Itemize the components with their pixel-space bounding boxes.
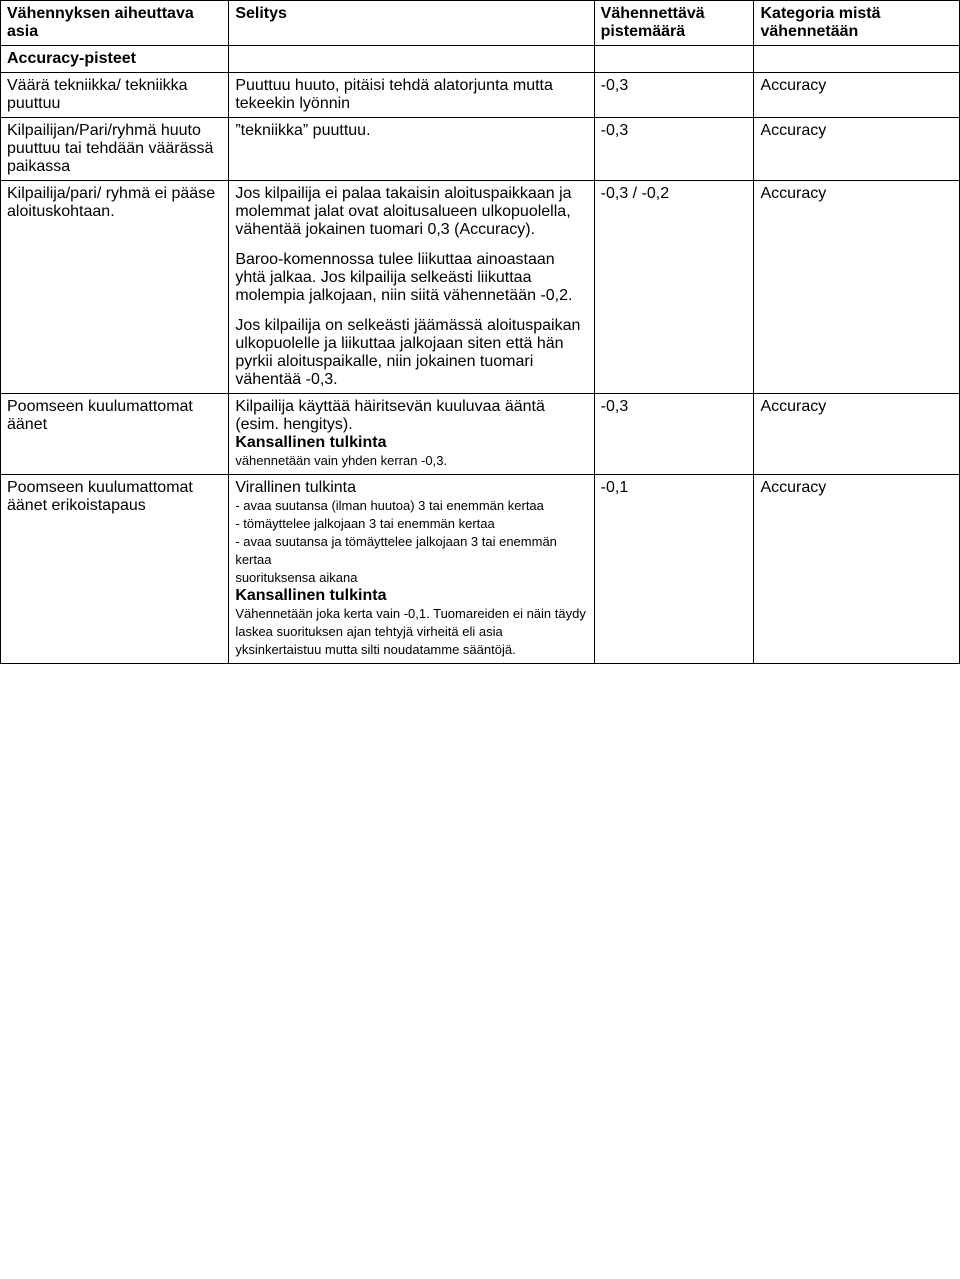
table-row: Poomseen kuulumattomat äänet erikoistapa… — [1, 475, 960, 664]
explanation-cell: Puuttuu huuto, pitäisi tehdä alatorjunta… — [229, 73, 594, 118]
section-row: Accuracy-pisteet — [1, 46, 960, 73]
section-title: Accuracy-pisteet — [1, 46, 229, 73]
issue-cell: Poomseen kuulumattomat äänet — [1, 394, 229, 475]
header-issue: Vähennyksen aiheuttava asia — [1, 1, 229, 46]
header-explanation: Selitys — [229, 1, 594, 46]
explanation-cell: Virallinen tulkinta - avaa suutansa (ilm… — [229, 475, 594, 664]
explanation-bold: Kansallinen tulkinta — [235, 434, 386, 451]
table-row: Kilpailija/pari/ ryhmä ei pääse aloitusk… — [1, 181, 960, 394]
explanation-paragraph: Jos kilpailija ei palaa takaisin aloitus… — [235, 185, 587, 239]
explanation-cell: ”tekniikka” puuttuu. — [229, 118, 594, 181]
explanation-small: - avaa suutansa ja tömäyttelee jalkojaan… — [235, 534, 557, 567]
explanation-text: Virallinen tulkinta — [235, 479, 356, 496]
explanation-bold: Kansallinen tulkinta — [235, 587, 386, 604]
points-cell: -0,1 — [594, 475, 754, 664]
points-cell: -0,3 — [594, 118, 754, 181]
page: Vähennyksen aiheuttava asia Selitys Vähe… — [0, 0, 960, 664]
category-cell: Accuracy — [754, 475, 960, 664]
category-cell: Accuracy — [754, 118, 960, 181]
explanation-text: Kilpailija käyttää häiritsevän kuuluvaa … — [235, 398, 545, 433]
explanation-small: vähennetään vain yhden kerran -0,3. — [235, 453, 447, 468]
header-points: Vähennettävä pistemäärä — [594, 1, 754, 46]
explanation-small: - avaa suutansa (ilman huutoa) 3 tai ene… — [235, 498, 544, 513]
issue-cell: Poomseen kuulumattomat äänet erikoistapa… — [1, 475, 229, 664]
table-row: Väärä tekniikka/ tekniikka puuttuu Puutt… — [1, 73, 960, 118]
explanation-small: - tömäyttelee jalkojaan 3 tai enemmän ke… — [235, 516, 494, 531]
explanation-cell: Kilpailija käyttää häiritsevän kuuluvaa … — [229, 394, 594, 475]
empty-cell — [594, 46, 754, 73]
table-row: Kilpailijan/Pari/ryhmä huuto puuttuu tai… — [1, 118, 960, 181]
points-cell: -0,3 / -0,2 — [594, 181, 754, 394]
empty-cell — [754, 46, 960, 73]
deductions-table: Vähennyksen aiheuttava asia Selitys Vähe… — [0, 0, 960, 664]
category-cell: Accuracy — [754, 394, 960, 475]
header-category: Kategoria mistä vähennetään — [754, 1, 960, 46]
category-cell: Accuracy — [754, 73, 960, 118]
issue-cell: Väärä tekniikka/ tekniikka puuttuu — [1, 73, 229, 118]
issue-cell: Kilpailijan/Pari/ryhmä huuto puuttuu tai… — [1, 118, 229, 181]
points-cell: -0,3 — [594, 73, 754, 118]
explanation-paragraph: Baroo-komennossa tulee liikuttaa ainoast… — [235, 251, 587, 305]
header-row: Vähennyksen aiheuttava asia Selitys Vähe… — [1, 1, 960, 46]
points-cell: -0,3 — [594, 394, 754, 475]
table-row: Poomseen kuulumattomat äänet Kilpailija … — [1, 394, 960, 475]
empty-cell — [229, 46, 594, 73]
explanation-paragraph: Jos kilpailija on selkeästi jäämässä alo… — [235, 317, 587, 389]
explanation-small: suorituksensa aikana — [235, 570, 357, 585]
category-cell: Accuracy — [754, 181, 960, 394]
issue-cell: Kilpailija/pari/ ryhmä ei pääse aloitusk… — [1, 181, 229, 394]
explanation-cell: Jos kilpailija ei palaa takaisin aloitus… — [229, 181, 594, 394]
explanation-small: Vähennetään joka kerta vain -0,1. Tuomar… — [235, 606, 586, 657]
